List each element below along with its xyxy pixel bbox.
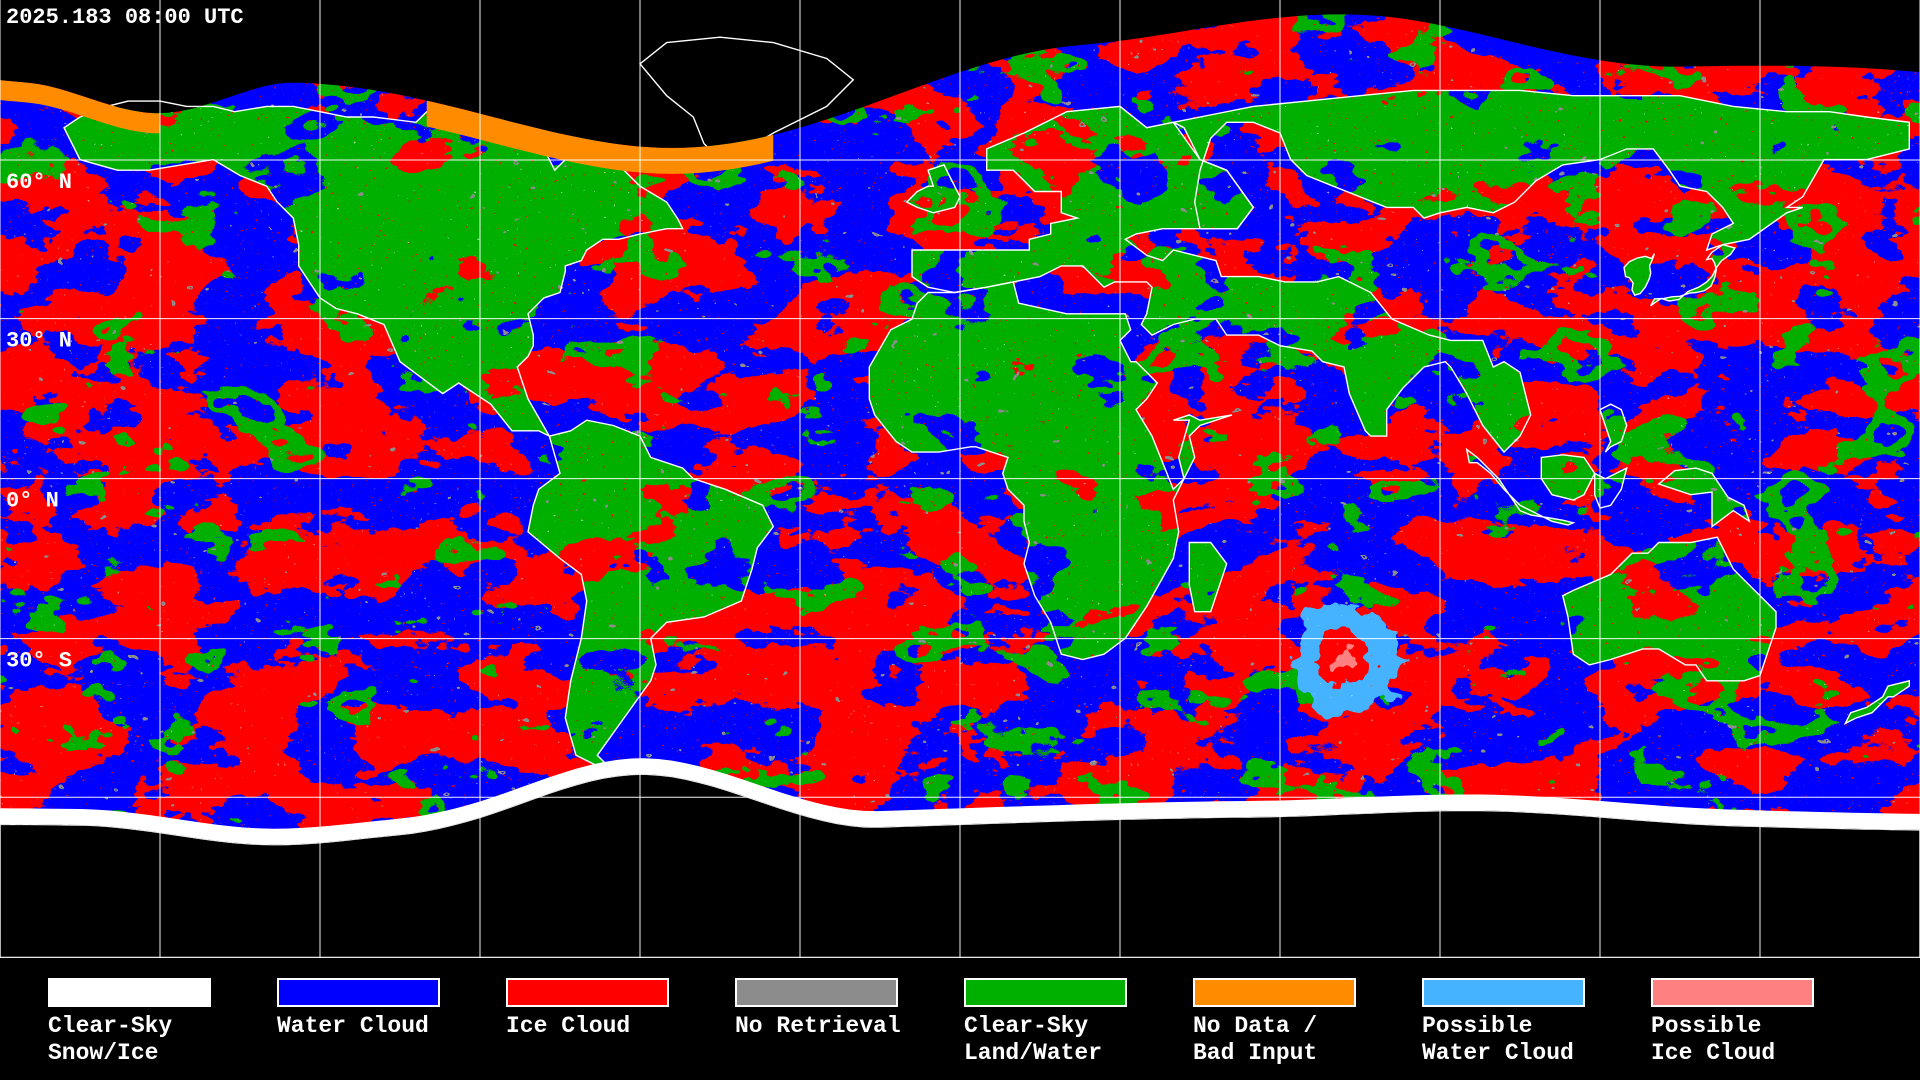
svg-text:30° N: 30° N [6,329,72,354]
svg-text:60° N: 60° N [6,170,72,195]
svg-text:0° N: 0° N [6,489,59,514]
svg-text:60° S: 60° S [6,807,72,832]
svg-text:30° S: 30° S [6,649,72,674]
